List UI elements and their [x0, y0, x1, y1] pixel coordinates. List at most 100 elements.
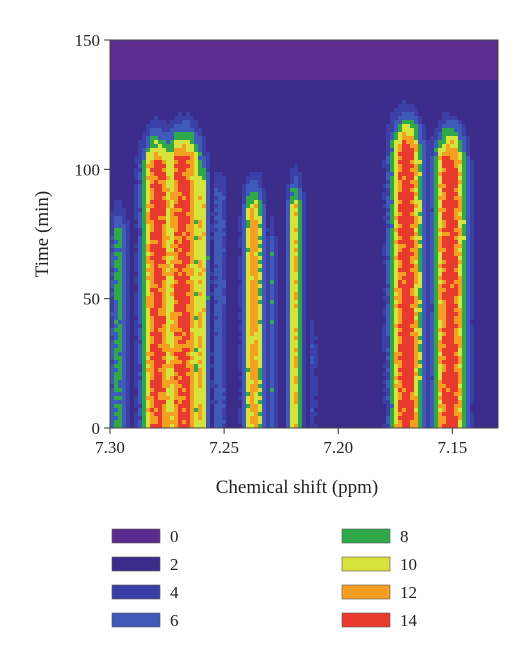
heat-cell [190, 100, 195, 105]
heat-cell [454, 212, 459, 217]
heat-cell [178, 96, 183, 101]
heat-cell [146, 128, 151, 133]
heat-cell [266, 52, 271, 57]
heat-cell [398, 112, 403, 117]
heat-cell [410, 152, 415, 157]
heat-cell [322, 124, 327, 129]
heat-cell [446, 212, 451, 217]
heat-cell [426, 140, 431, 145]
heat-cell [158, 44, 163, 49]
heat-cell [322, 128, 327, 133]
heat-cell [426, 72, 431, 77]
heat-cell [374, 228, 379, 233]
heat-cell [198, 64, 203, 69]
heat-cell [394, 64, 399, 69]
heat-cell [394, 76, 399, 81]
heat-cell [166, 192, 171, 197]
heat-cell [222, 88, 227, 93]
heat-cell [490, 56, 495, 61]
heat-cell [462, 92, 467, 97]
heat-cell [414, 180, 419, 185]
heat-cell [286, 240, 291, 245]
heat-cell [330, 136, 335, 141]
heat-cell [234, 60, 239, 65]
heat-cell [154, 116, 159, 121]
heat-cell [366, 136, 371, 141]
heat-cell [150, 92, 155, 97]
heat-cell [214, 132, 219, 137]
heat-cell [186, 188, 191, 193]
heat-cell [442, 176, 447, 181]
heat-cell [418, 236, 423, 241]
heat-cell [410, 40, 415, 45]
heat-cell [434, 232, 439, 237]
heat-cell [226, 136, 231, 141]
heat-cell [410, 76, 415, 81]
heat-cell [386, 236, 391, 241]
heat-cell [194, 80, 199, 85]
heat-cell [266, 88, 271, 93]
heat-cell [314, 148, 319, 153]
heat-cell [190, 56, 195, 61]
heat-cell [334, 240, 339, 245]
heat-cell [478, 180, 483, 185]
heat-cell [318, 208, 323, 213]
heat-cell [442, 160, 447, 165]
heat-cell [314, 168, 319, 173]
heat-cell [494, 140, 498, 145]
heat-cell [198, 88, 203, 93]
heat-cell [374, 44, 379, 49]
heat-cell [238, 92, 243, 97]
heat-cell [146, 132, 151, 137]
heat-cell [470, 56, 475, 61]
heat-cell [362, 164, 367, 169]
heat-cell [182, 244, 187, 249]
heat-cell [222, 188, 227, 193]
heat-cell [134, 200, 139, 205]
heat-cell [262, 176, 267, 181]
heat-cell [422, 176, 427, 181]
heat-cell [486, 100, 491, 105]
heat-cell [382, 52, 387, 57]
heat-cell [378, 48, 383, 53]
heat-cell [302, 48, 307, 53]
heat-cell [386, 144, 391, 149]
heat-cell [186, 96, 191, 101]
heat-cell [222, 156, 227, 161]
heat-cell [350, 240, 355, 245]
heat-cell [330, 44, 335, 49]
heat-cell [406, 116, 411, 121]
heat-cell [290, 84, 295, 89]
heat-cell [354, 100, 359, 105]
heat-cell [266, 80, 271, 85]
heat-cell [474, 156, 479, 161]
heat-cell [266, 180, 271, 185]
heat-cell [342, 108, 347, 113]
heat-cell [486, 56, 491, 61]
heat-cell [206, 92, 211, 97]
heat-cell [474, 72, 479, 77]
heat-cell [486, 84, 491, 89]
heat-cell [454, 64, 459, 69]
heat-cell [258, 164, 263, 169]
heat-cell [282, 160, 287, 165]
heat-cell [190, 188, 195, 193]
heat-cell [170, 104, 175, 109]
heat-cell [178, 84, 183, 89]
heat-cell [314, 40, 319, 45]
heat-cell [150, 228, 155, 233]
heat-cell [126, 192, 131, 197]
heat-cell [166, 96, 171, 101]
heat-cell [146, 216, 151, 221]
heat-cell [126, 96, 131, 101]
heat-cell [430, 92, 435, 97]
heat-cell [306, 156, 311, 161]
heat-cell [150, 140, 155, 145]
heat-cell [454, 80, 459, 85]
heat-cell [270, 84, 275, 89]
heat-cell [290, 80, 295, 85]
heat-cell [354, 88, 359, 93]
heat-cell [138, 160, 143, 165]
heat-cell [294, 228, 299, 233]
heat-cell [134, 48, 139, 53]
